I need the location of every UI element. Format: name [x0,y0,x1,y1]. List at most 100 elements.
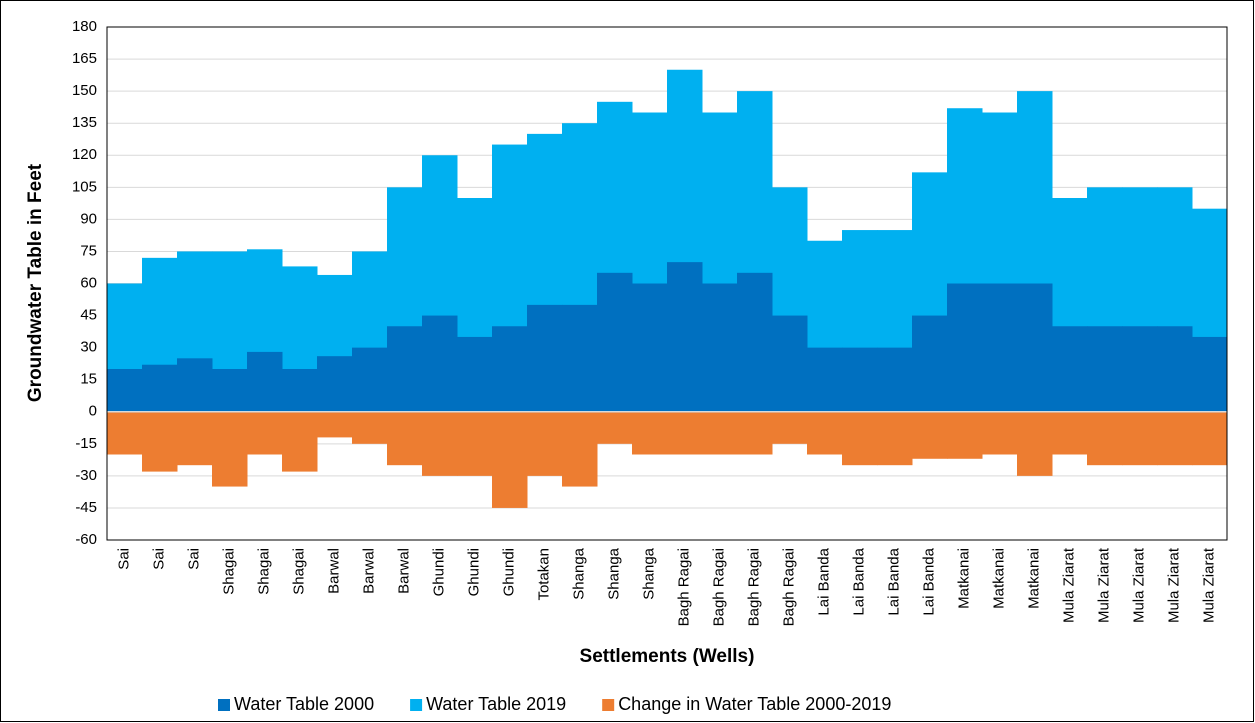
area-step [1122,326,1158,412]
area-step [1017,283,1053,412]
area-step [842,347,878,412]
x-tick-label: Shanga [640,547,657,599]
area-step [772,411,808,444]
area-step [492,411,528,508]
x-tick-label: Ghundi [430,548,447,596]
y-tick-label: -60 [75,531,97,548]
x-tick-label: Ghundi [500,548,517,596]
y-tick-label: -30 [75,467,97,484]
x-tick-label: Mula Ziarat [1130,547,1147,623]
area-step [632,411,668,455]
area-step [1192,336,1228,412]
x-tick-label: Barwal [360,548,377,594]
x-tick-label: Mula Ziarat [1095,547,1112,623]
area-step [317,356,353,412]
legend-text: Change in Water Table 2000-2019 [618,694,891,714]
x-tick-label: Mula Ziarat [1165,547,1182,623]
area-step [457,411,493,476]
x-tick-label: Mula Ziarat [1200,547,1217,623]
area-step [1157,411,1193,466]
area-step [807,347,843,412]
x-tick-label: Lai Banda [850,547,867,615]
area-step [212,411,248,487]
y-tick-label: -45 [75,499,97,516]
area-step [1017,411,1053,476]
area-step [877,347,913,412]
area-step [527,304,563,412]
area-step [1052,326,1088,412]
area-step [772,315,808,412]
x-tick-label: Bagh Ragai [780,548,797,626]
y-tick-label: 150 [72,82,97,99]
area-step [947,411,983,459]
y-tick-label: 135 [72,114,97,131]
area-step [807,411,843,455]
area-step [247,411,283,455]
area-step [1157,326,1193,412]
area-step [702,411,738,455]
y-tick-label: 0 [89,403,97,420]
area-step [1087,411,1123,466]
legend-swatch [602,699,615,711]
y-tick-label: 180 [72,18,97,35]
area-step [177,411,213,466]
x-tick-label: Bagh Ragai [710,548,727,626]
area-step [527,411,563,476]
legend-text: Water Table 2000 [234,694,374,714]
area-step [562,304,598,412]
area-step [352,347,388,412]
x-tick-label: Matkanai [955,548,972,609]
x-tick-label: Barwal [395,548,412,594]
area-step [282,411,318,472]
area-step [702,283,738,412]
x-tick-label: Ghundi [465,548,482,596]
area-step [982,411,1018,455]
y-tick-label: 75 [80,242,97,259]
x-tick-label: Sai [185,548,202,570]
area-step [982,283,1018,412]
y-tick-label: 30 [80,339,97,356]
x-tick-label: Bagh Ragai [675,548,692,626]
area-step [737,411,773,455]
y-tick-label: -15 [75,435,97,452]
area-step [317,411,353,438]
y-tick-label: 45 [80,307,97,324]
legend-swatch [410,699,423,711]
labels: -60 -45 -30 -15 0 15 30 45 60 75 90 105 120 135 150 165… [72,18,1218,714]
y-axis-title: Groundwater Table in Feet [25,163,46,402]
area-step [877,411,913,466]
area-step [142,364,178,412]
plot-frame [106,26,1228,541]
area-step [597,272,633,412]
x-tick-label: Lai Banda [920,547,937,615]
y-tick-label: 120 [72,146,97,163]
area-step [842,411,878,466]
area-step [352,411,388,444]
x-tick-label: Barwal [325,548,342,594]
area-step [422,411,458,476]
area-step [912,315,948,412]
area-step [387,411,423,466]
area-step [632,283,668,412]
area-step [212,369,248,412]
x-tick-label: Lai Banda [885,547,902,615]
x-tick-label: Sai [115,548,132,570]
y-tick-label: 105 [72,178,97,195]
area-step [562,411,598,487]
area-step [247,351,283,412]
y-tick-label: 90 [80,210,97,227]
x-tick-label: Shanga [605,547,622,599]
area-step [667,262,703,412]
area-step [387,326,423,412]
x-tick-label: Shanga [570,547,587,599]
area-step [492,326,528,412]
area-step [457,336,493,412]
x-tick-label: Matkanai [990,548,1007,609]
area-step [737,272,773,412]
area-step [282,369,318,412]
area-step [1192,411,1228,466]
area-step [1087,326,1123,412]
x-tick-label: Matkanai [1025,548,1042,609]
legend-text: Water Table 2019 [426,694,566,714]
